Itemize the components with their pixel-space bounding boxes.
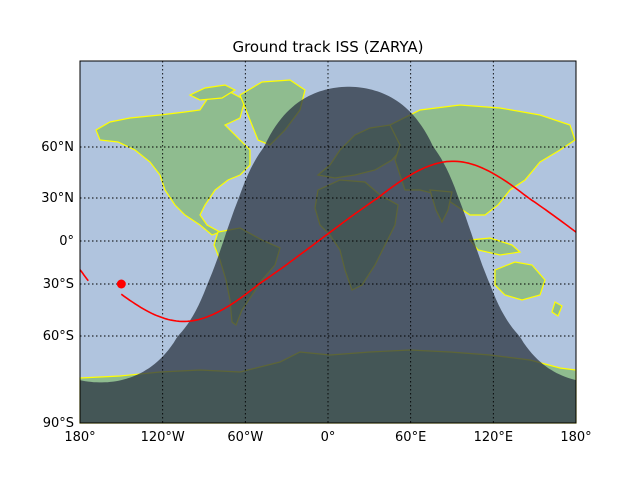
graticule [80, 61, 576, 423]
map-area [79, 60, 577, 424]
lat-tick-label-2: 0° [59, 234, 74, 249]
lon-tick-label-4: 60°E [395, 430, 426, 445]
chart-title: Ground track ISS (ZARYA) [232, 38, 423, 56]
land-new-zealand [551, 301, 563, 317]
lat-tick-label-3: 30°S [43, 277, 74, 292]
lon-tick-label-2: 60°W [227, 430, 263, 445]
land-north-america [95, 91, 251, 236]
longitude-tick-labels: 180° 120°W 60°W 0° 60°E 120°E 180° [64, 430, 591, 445]
lon-tick-label-3: 0° [321, 430, 336, 445]
land-canadian-arctic [188, 84, 237, 101]
lon-tick-label-1: 120°W [141, 430, 185, 445]
lon-tick-label-6: 180° [560, 430, 591, 445]
latitude-tick-labels: 60°N 30°N 0° 30°S 60°S 90°S [41, 140, 74, 431]
ground-track-wrap-segment [79, 269, 89, 282]
lat-tick-label-4: 60°S [43, 329, 74, 344]
iss-ground-track [79, 160, 577, 323]
night-shade [80, 86, 576, 424]
iss-current-position [116, 279, 126, 289]
lat-tick-label-0: 60°N [41, 140, 74, 155]
map-border [79, 60, 577, 424]
lat-tick-label-5: 90°S [43, 416, 74, 431]
lon-tick-label-5: 120°E [474, 430, 514, 445]
land-southeast-asia-islands [468, 237, 522, 256]
lon-tick-label-0: 180° [64, 430, 95, 445]
ground-track-main-segment [120, 160, 577, 323]
land-australia [494, 261, 546, 301]
lat-tick-label-1: 30°N [41, 191, 74, 206]
